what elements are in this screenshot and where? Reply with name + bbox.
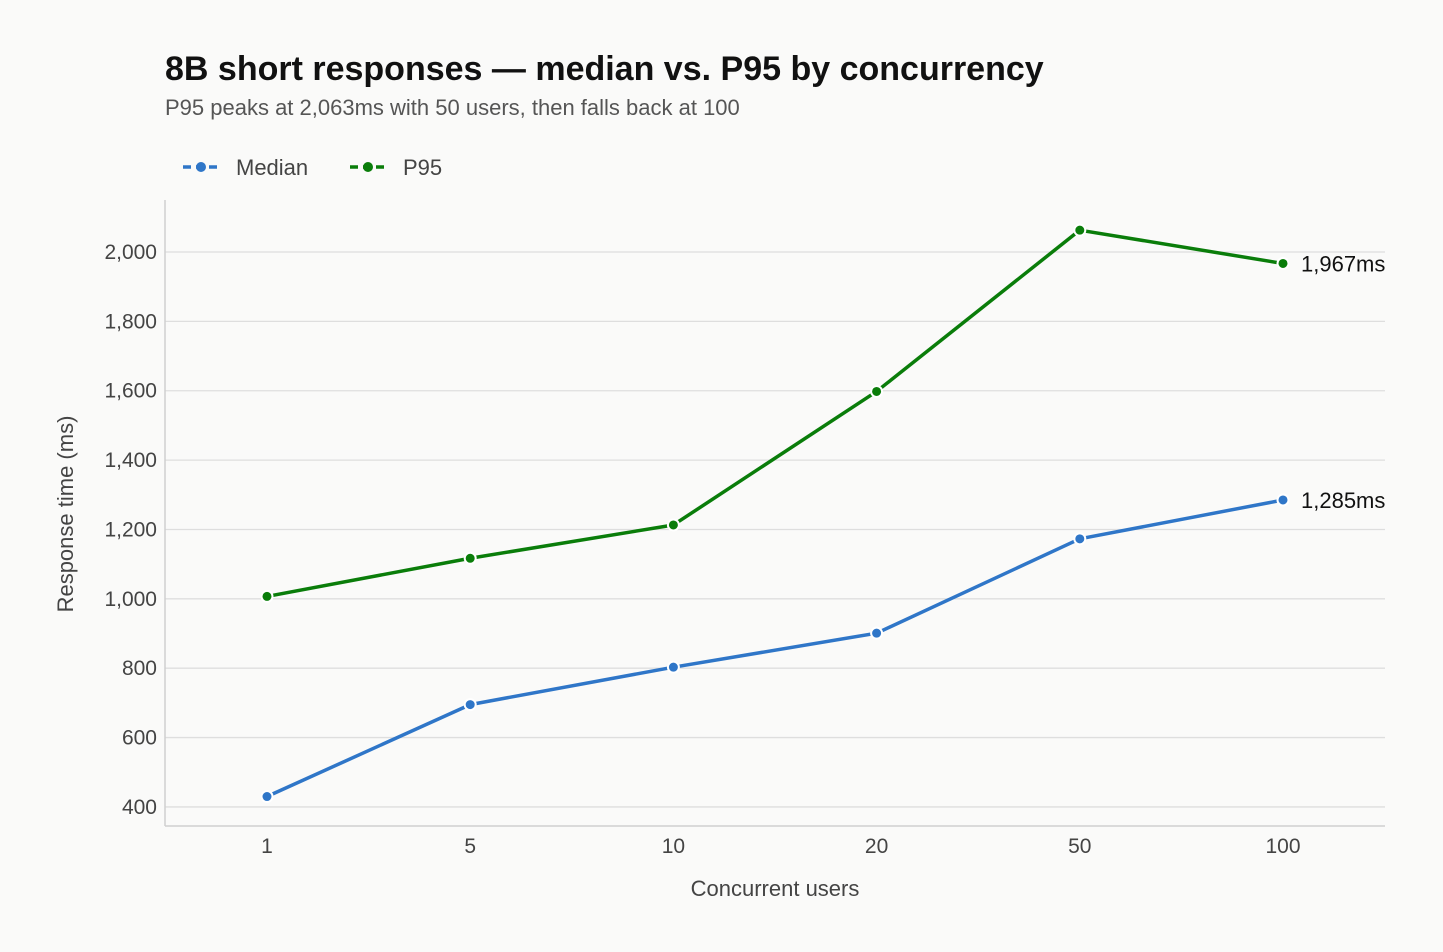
data-point — [463, 551, 477, 565]
y-tick-label: 1,800 — [104, 310, 157, 333]
data-point — [260, 589, 274, 603]
x-axis-label: Concurrent users — [691, 876, 860, 901]
y-axis-label: Response time (ms) — [53, 416, 78, 613]
y-tick-label: 2,000 — [104, 241, 157, 264]
data-point — [666, 518, 680, 532]
x-tick-label: 10 — [662, 835, 685, 858]
series-line — [265, 228, 1285, 599]
data-point — [870, 626, 884, 640]
x-tick-label: 20 — [865, 835, 888, 858]
y-tick-label: 1,200 — [104, 518, 157, 541]
y-axis-ticks: 400 600 800 1,000 1,200 1,400 1,600 1,800 2,000 — [104, 241, 157, 819]
y-tick-label: 1,600 — [104, 380, 157, 403]
series-p95: 1,967ms — [260, 223, 1385, 603]
y-tick-label: 400 — [122, 796, 157, 819]
series-line — [265, 498, 1285, 799]
end-value-label: 1,967ms — [1301, 251, 1385, 276]
y-tick-label: 600 — [122, 727, 157, 750]
x-tick-label: 1 — [261, 835, 273, 858]
series-layer: 1,285ms 1,967ms — [260, 223, 1385, 804]
legend-marker — [363, 162, 373, 172]
data-point — [463, 698, 477, 712]
legend: Median P95 — [183, 155, 442, 180]
data-point — [666, 660, 680, 674]
x-tick-label: 5 — [464, 835, 476, 858]
chart-title: 8B short responses — median vs. P95 by c… — [165, 50, 1044, 88]
data-point — [1073, 223, 1087, 237]
end-value-label: 1,285ms — [1301, 488, 1385, 513]
axes — [164, 200, 1385, 827]
chart-subtitle: P95 peaks at 2,063ms with 50 users, then… — [165, 95, 740, 120]
x-tick-label: 100 — [1265, 835, 1300, 858]
data-point — [1276, 493, 1290, 507]
data-point — [260, 790, 274, 804]
legend-item-p95: P95 — [350, 155, 442, 180]
x-tick-label: 50 — [1068, 835, 1091, 858]
legend-label: P95 — [403, 155, 442, 180]
data-point — [870, 384, 884, 398]
x-axis-ticks: 1 5 10 20 50 100 — [261, 835, 1300, 858]
data-point — [1276, 256, 1290, 270]
legend-item-median: Median — [183, 155, 308, 180]
series-median: 1,285ms — [260, 488, 1385, 804]
gridlines — [165, 251, 1385, 808]
data-point — [1073, 532, 1087, 546]
legend-marker — [196, 162, 206, 172]
legend-label: Median — [236, 155, 308, 180]
y-tick-label: 1,400 — [104, 449, 157, 472]
y-tick-label: 800 — [122, 657, 157, 680]
y-tick-label: 1,000 — [104, 588, 157, 611]
